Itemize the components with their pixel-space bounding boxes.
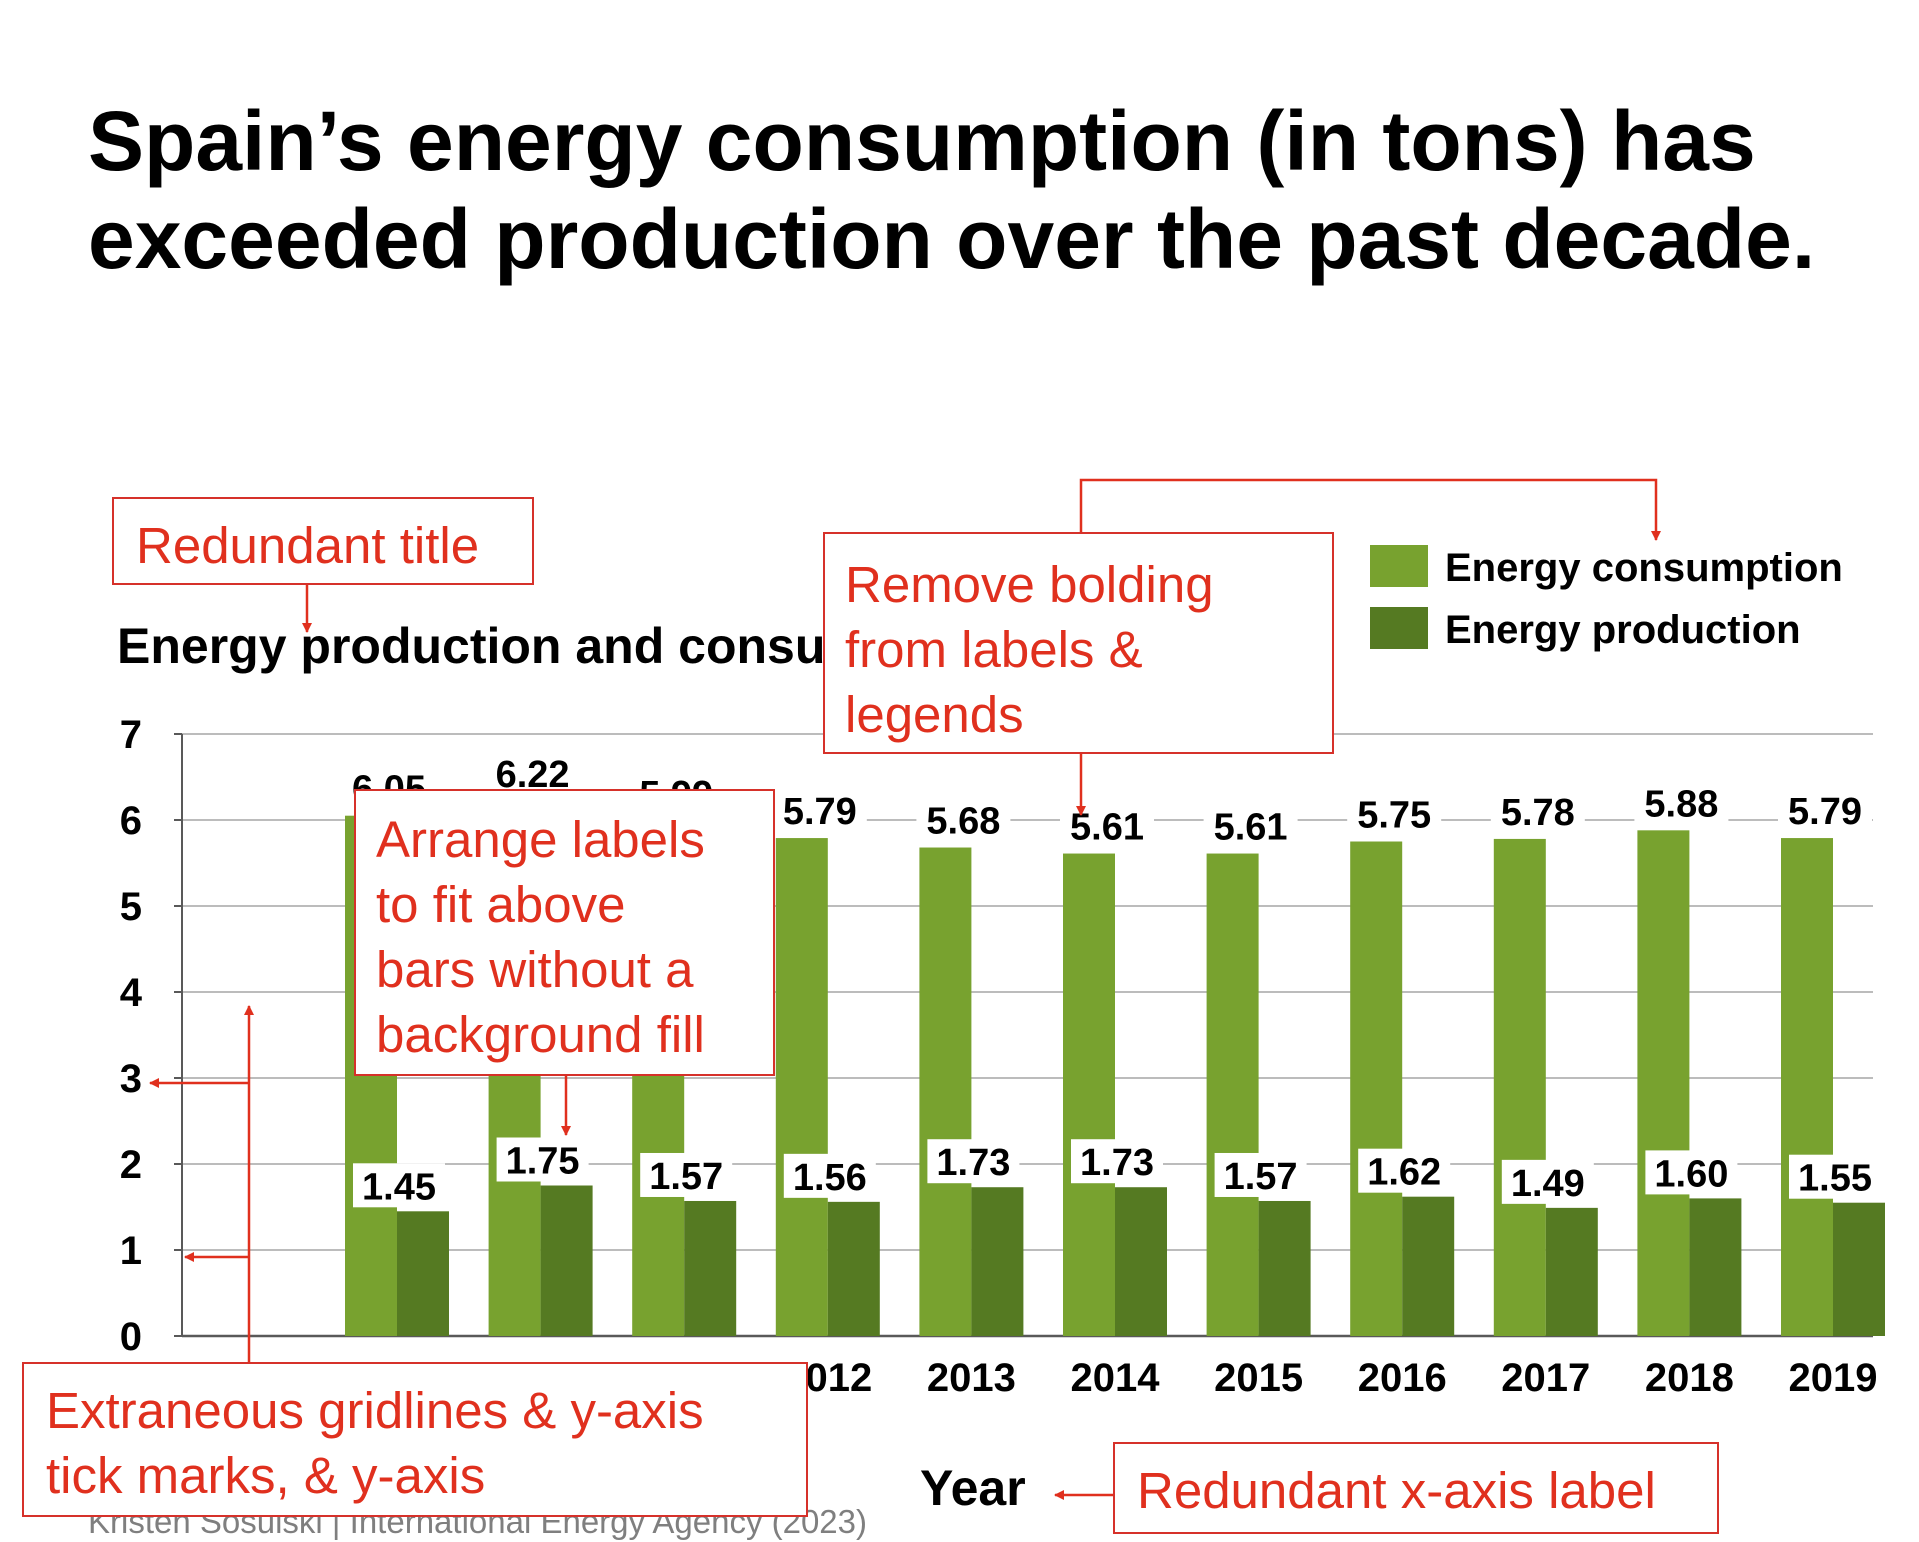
data-label-production: 1.55 xyxy=(1798,1158,1872,1200)
bar-energy-consumption xyxy=(1493,838,1546,1336)
annotation-text: Redundant title xyxy=(136,517,480,574)
annotation-redundant-x-label: Redundant x-axis label xyxy=(1113,1442,1719,1534)
bar-energy-production xyxy=(540,1185,593,1336)
data-label-background xyxy=(1778,788,1872,831)
bar-energy-consumption xyxy=(1637,830,1690,1336)
annotation-extraneous-gridlines: Extraneous gridlines & y-axis tick marks… xyxy=(22,1362,808,1517)
y-tick-label: 1 xyxy=(120,1229,142,1273)
data-label-production: 1.57 xyxy=(649,1156,723,1198)
legend-label-consumption: Energy consumption xyxy=(1445,546,1843,590)
data-label-background xyxy=(1789,1154,1881,1199)
data-label-background xyxy=(916,797,1011,840)
data-label-consumption: 5.88 xyxy=(1644,783,1718,825)
bar-energy-consumption xyxy=(1350,841,1403,1336)
legend-label-production: Energy production xyxy=(1445,608,1801,652)
arrow-to-legend xyxy=(1079,478,1661,541)
data-label-background xyxy=(772,788,867,831)
y-tick-label: 3 xyxy=(120,1057,142,1101)
data-label-consumption: 5.68 xyxy=(926,801,1000,843)
bar-energy-production xyxy=(684,1200,737,1336)
data-labels: 6.051.456.221.755.991.575.791.565.681.73… xyxy=(342,751,1881,1208)
data-label-background xyxy=(1501,1159,1594,1204)
slide-title: Spain’s energy consumption (in tons) has… xyxy=(88,94,1816,286)
data-label-production: 1.73 xyxy=(936,1142,1010,1184)
bar-energy-production xyxy=(1258,1200,1311,1336)
annotation-line: to fit above xyxy=(376,876,626,933)
data-label-production: 1.49 xyxy=(1511,1163,1585,1205)
data-label-background xyxy=(496,1137,589,1182)
x-axis-label: Year xyxy=(920,1460,1026,1516)
bar-energy-production xyxy=(1689,1198,1742,1336)
bar-energy-consumption xyxy=(1063,853,1115,1336)
data-label-background xyxy=(1645,1150,1738,1195)
annotation-line: background fill xyxy=(376,1006,705,1063)
data-label-background xyxy=(353,1163,445,1208)
y-tick-label: 0 xyxy=(120,1315,142,1359)
data-label-background xyxy=(1203,803,1298,846)
x-tick-label: 2013 xyxy=(927,1356,1016,1400)
bar-energy-production xyxy=(1833,1202,1885,1336)
annotation-line: Arrange labels xyxy=(376,811,705,868)
data-label-consumption: 5.78 xyxy=(1501,792,1575,834)
bar-energy-production xyxy=(397,1211,449,1336)
data-label-production: 1.62 xyxy=(1367,1152,1441,1194)
bar-energy-consumption xyxy=(1781,838,1833,1336)
data-label-production: 1.56 xyxy=(793,1157,867,1199)
data-label-production: 1.45 xyxy=(362,1166,436,1208)
y-tick-label: 5 xyxy=(120,885,142,929)
x-tick-label: 2019 xyxy=(1789,1356,1878,1400)
bar-energy-consumption xyxy=(1206,853,1259,1336)
annotation-line: legends xyxy=(845,686,1024,743)
annotation-line: Remove bolding xyxy=(845,556,1214,613)
y-tick-label: 4 xyxy=(120,971,143,1015)
bar-energy-production xyxy=(1545,1207,1598,1336)
annotation-arrows xyxy=(149,478,1661,1500)
data-label-production: 1.73 xyxy=(1080,1142,1154,1184)
annotation-line: Extraneous gridlines & y-axis xyxy=(46,1382,704,1439)
x-tick-label: 2018 xyxy=(1645,1356,1734,1400)
annotation-line: tick marks, & y-axis xyxy=(46,1447,486,1504)
data-label-background xyxy=(1347,791,1442,834)
data-label-background xyxy=(1060,803,1154,846)
data-label-background xyxy=(1071,1139,1163,1184)
legend: Energy consumption Energy production xyxy=(1370,545,1843,652)
x-tick-label: 2014 xyxy=(1071,1356,1161,1400)
data-label-background xyxy=(1214,1152,1307,1197)
legend-swatch-production xyxy=(1370,607,1428,649)
bar-energy-production xyxy=(827,1201,880,1336)
annotation-remove-bolding: Remove bolding from labels & legends xyxy=(823,532,1334,754)
data-label-background xyxy=(1490,788,1585,831)
annotation-redundant-title: Redundant title xyxy=(112,497,534,585)
legend-swatch-consumption xyxy=(1370,545,1428,587)
bar-energy-production xyxy=(971,1187,1024,1336)
y-tick-label: 2 xyxy=(120,1143,142,1187)
data-label-production: 1.57 xyxy=(1224,1156,1298,1198)
annotation-arrange-labels: Arrange labels to fit above bars without… xyxy=(354,789,775,1076)
annotation-line: from labels & xyxy=(845,621,1143,678)
annotation-text: Redundant x-axis label xyxy=(1137,1462,1656,1519)
data-label-background xyxy=(1358,1148,1451,1193)
x-tick-label: 2015 xyxy=(1214,1356,1303,1400)
x-tick-label: 2017 xyxy=(1501,1356,1590,1400)
data-label-consumption: 5.61 xyxy=(1214,807,1288,849)
y-tick-label: 6 xyxy=(120,799,142,843)
data-label-consumption: 5.79 xyxy=(1788,791,1862,833)
data-label-background xyxy=(927,1139,1020,1184)
data-label-consumption: 5.75 xyxy=(1357,795,1431,837)
bar-energy-production xyxy=(1115,1187,1167,1336)
x-tick-label: 2016 xyxy=(1358,1356,1447,1400)
data-label-background xyxy=(1634,780,1729,823)
data-label-background xyxy=(640,1152,733,1197)
data-label-background xyxy=(783,1153,876,1198)
y-tick-label: 7 xyxy=(120,713,142,757)
data-label-background xyxy=(485,751,580,794)
annotation-line: bars without a xyxy=(376,941,694,998)
data-label-consumption: 5.79 xyxy=(783,791,857,833)
bar-energy-consumption xyxy=(775,838,828,1336)
bar-energy-production xyxy=(1402,1196,1455,1336)
data-label-production: 1.75 xyxy=(506,1141,580,1183)
bar-energy-consumption xyxy=(919,847,972,1336)
data-label-production: 1.60 xyxy=(1654,1153,1728,1195)
